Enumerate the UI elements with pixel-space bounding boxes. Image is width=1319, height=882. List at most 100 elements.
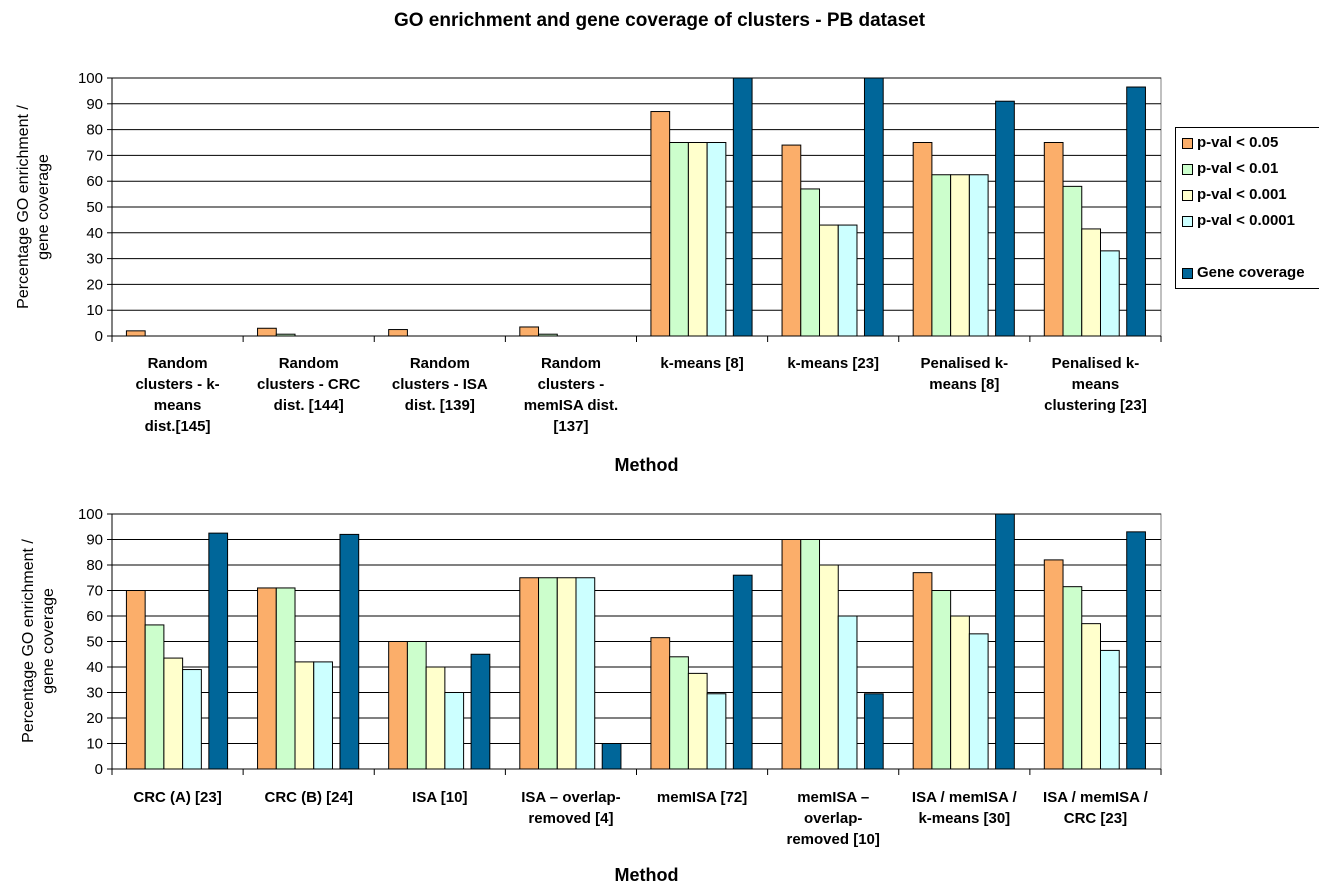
legend-label: p-val < 0.05: [1197, 134, 1279, 151]
y-axis-title-text: Percentage GO enrichment / gene coverage: [20, 539, 57, 743]
bar: [1043, 559, 1064, 770]
bar: [863, 693, 884, 770]
y-tick-label: 100: [78, 506, 103, 523]
bar: [732, 574, 753, 770]
chart-title: GO enrichment and gene coverage of clust…: [393, 10, 926, 31]
bar: [1099, 250, 1120, 337]
bar: [144, 624, 165, 770]
x-tick-label: overlap-: [804, 810, 862, 827]
x-tick-label: clusters - CRC: [257, 376, 361, 393]
bar: [1062, 185, 1083, 337]
bar: [339, 533, 360, 770]
bar: [444, 692, 465, 770]
y-tick-label: 60: [86, 608, 103, 625]
legend-label: p-val < 0.01: [1197, 160, 1279, 177]
bar: [388, 329, 408, 337]
bar: [406, 641, 427, 770]
x-tick-label: clusters - ISA: [392, 376, 488, 393]
legend-swatch: [1182, 189, 1193, 201]
x-tick-label: Random: [410, 355, 470, 372]
x-tick-label: k-means [30]: [918, 810, 1010, 827]
bar: [687, 672, 708, 770]
bar: [1126, 86, 1146, 337]
y-tick-label: 100: [78, 70, 103, 87]
bar: [781, 539, 802, 770]
legend-swatch: [1182, 215, 1193, 227]
y-tick-label: 50: [86, 634, 103, 651]
y-axis-title-text: Percentage GO enrichment / gene coverage: [15, 105, 52, 309]
bar: [863, 77, 884, 337]
legend-label: p-val < 0.001: [1197, 186, 1287, 203]
bar: [125, 590, 146, 770]
bar: [163, 657, 184, 770]
y-tick-label: 90: [86, 532, 103, 549]
x-tick-label: ISA / memISA /: [912, 789, 1018, 806]
x-tick-label: dist. [139]: [405, 397, 475, 414]
bar: [669, 656, 689, 770]
x-tick-label: means: [154, 397, 202, 414]
bar: [294, 661, 315, 770]
bar: [519, 577, 540, 770]
x-axis-title: Method: [615, 455, 679, 475]
x-tick-label: means [8]: [929, 376, 999, 393]
y-tick-label: 40: [86, 225, 103, 242]
bar: [931, 590, 952, 770]
legend-item: p-val < 0.01: [1182, 160, 1278, 177]
legend-swatch: [1182, 267, 1193, 279]
bar: [837, 224, 858, 337]
x-tick-label: Random: [541, 355, 601, 372]
bar: [538, 333, 558, 337]
bar: [538, 577, 558, 770]
y-tick-label: 0: [95, 328, 103, 345]
bar: [257, 327, 277, 337]
y-tick-label: 40: [86, 659, 103, 676]
y-tick-label: 20: [86, 710, 103, 727]
x-axis-title: Method: [615, 865, 679, 882]
bar: [732, 77, 753, 337]
bar: [837, 615, 858, 770]
bar: [912, 142, 933, 337]
bar: [706, 142, 727, 337]
x-tick-label: ISA [10]: [412, 789, 467, 806]
x-tick-label: CRC [23]: [1064, 810, 1127, 827]
x-tick-label: removed [10]: [787, 831, 880, 848]
x-tick-label: Penalised k-: [1052, 355, 1140, 372]
legend-item: p-val < 0.0001: [1182, 212, 1295, 229]
y-tick-label: 70: [86, 147, 103, 164]
y-tick-label: 70: [86, 583, 103, 600]
x-tick-label: k-means [8]: [660, 355, 743, 372]
bar: [470, 653, 491, 770]
bar: [1062, 586, 1083, 770]
bar: [425, 666, 446, 770]
x-tick-label: Random: [148, 355, 208, 372]
x-tick-label: CRC (A) [23]: [133, 789, 221, 806]
bar: [819, 564, 839, 770]
legend-item: p-val < 0.05: [1182, 134, 1278, 151]
bar: [800, 539, 821, 770]
bar: [819, 224, 839, 337]
x-tick-label: ISA – overlap-: [521, 789, 620, 806]
y-tick-label: 50: [86, 199, 103, 216]
legend-item: Gene coverage: [1182, 264, 1305, 281]
y-tick-label: 60: [86, 173, 103, 190]
bar: [1099, 649, 1120, 770]
x-tick-label: Penalised k-: [921, 355, 1009, 372]
y-tick-label: 10: [86, 736, 103, 753]
bar: [556, 577, 577, 770]
bar: [687, 142, 708, 337]
bar: [388, 641, 408, 770]
legend-swatch: [1182, 163, 1193, 175]
y-axis-title: Percentage GO enrichment / gene coverage: [20, 539, 57, 743]
x-tick-label: removed [4]: [528, 810, 613, 827]
bar: [208, 532, 229, 770]
x-tick-label: dist. [144]: [274, 397, 344, 414]
x-tick-label: clustering [23]: [1044, 397, 1147, 414]
bar: [601, 743, 622, 770]
legend-label: Gene coverage: [1197, 264, 1305, 281]
x-tick-label: means: [1072, 376, 1120, 393]
bar: [950, 615, 970, 770]
legend-label: p-val < 0.0001: [1197, 212, 1295, 229]
legend-item: p-val < 0.001: [1182, 186, 1287, 203]
bar: [125, 330, 146, 337]
